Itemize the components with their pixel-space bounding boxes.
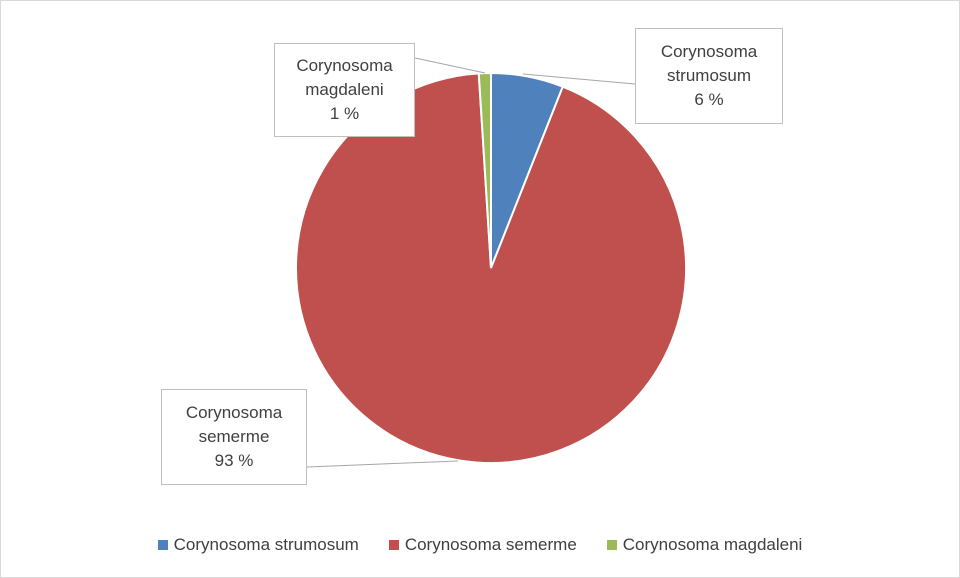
legend-swatch — [606, 540, 617, 550]
legend-label: Corynosoma magdaleni — [622, 535, 803, 554]
legend-item: Corynosoma semerme — [388, 535, 577, 555]
legend-item: Corynosoma strumosum — [157, 535, 359, 555]
legend-swatch — [388, 540, 399, 550]
label-value: 1 % — [329, 104, 360, 123]
label-value: 6 % — [694, 90, 724, 109]
leader-line — [522, 73, 636, 85]
label-value: 93 % — [214, 451, 254, 470]
legend-label: Corynosoma semerme — [404, 535, 577, 554]
label-name: Corynosoma semerme — [185, 403, 283, 446]
data-label: Corynosoma strumosum 6 % — [635, 28, 783, 124]
legend: Corynosoma strumosum Corynosoma semerme Co… — [1, 535, 959, 555]
label-name: Corynosoma strumosum — [660, 42, 758, 85]
leader-line — [306, 460, 459, 468]
data-label: Corynosoma magdaleni 1 % — [274, 43, 415, 137]
legend-item: Corynosoma magdaleni — [606, 535, 803, 555]
legend-swatch — [157, 540, 168, 550]
data-label: Corynosoma semerme 93 % — [161, 389, 307, 485]
legend-label: Corynosoma strumosum — [173, 535, 359, 554]
label-name: Corynosoma magdaleni — [296, 56, 393, 99]
slice — [295, 72, 687, 464]
leader-line — [414, 57, 486, 74]
